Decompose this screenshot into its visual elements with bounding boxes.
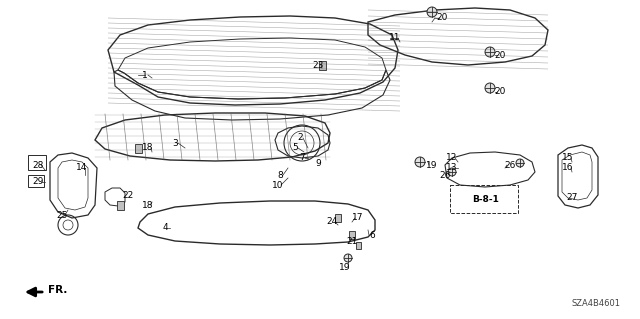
Text: 10: 10 <box>272 181 284 189</box>
Text: 17: 17 <box>352 213 364 222</box>
Bar <box>450 185 518 213</box>
Text: 12: 12 <box>446 153 458 162</box>
Bar <box>355 241 360 249</box>
Text: 7: 7 <box>299 153 305 162</box>
Text: 29: 29 <box>32 177 44 187</box>
Circle shape <box>516 159 524 167</box>
Text: 3: 3 <box>172 138 178 147</box>
Text: 1: 1 <box>142 70 148 79</box>
Text: 14: 14 <box>76 164 88 173</box>
Text: 20: 20 <box>436 13 448 23</box>
Circle shape <box>415 157 425 167</box>
Text: 26: 26 <box>504 160 516 169</box>
Text: 19: 19 <box>426 160 438 169</box>
Text: 24: 24 <box>326 218 338 226</box>
Text: 4: 4 <box>162 224 168 233</box>
Text: SZA4B4601: SZA4B4601 <box>571 299 620 308</box>
Bar <box>349 231 355 239</box>
Circle shape <box>448 168 456 176</box>
Text: 19: 19 <box>339 263 351 272</box>
Bar <box>335 214 341 222</box>
Circle shape <box>344 254 352 262</box>
Text: 9: 9 <box>315 159 321 167</box>
Text: 21: 21 <box>346 238 358 247</box>
Text: 15: 15 <box>563 153 573 162</box>
Text: 18: 18 <box>142 201 154 210</box>
Text: 20: 20 <box>494 50 506 60</box>
Text: 13: 13 <box>446 164 458 173</box>
Text: 23: 23 <box>312 61 324 70</box>
Text: 25: 25 <box>56 211 68 219</box>
Bar <box>134 144 141 152</box>
Bar <box>319 61 326 70</box>
Bar <box>28 155 46 170</box>
Text: 28: 28 <box>32 160 44 169</box>
Text: 8: 8 <box>277 170 283 180</box>
Text: 16: 16 <box>563 164 573 173</box>
Text: 27: 27 <box>566 194 578 203</box>
Text: 20: 20 <box>494 87 506 97</box>
Text: 18: 18 <box>142 144 154 152</box>
Text: 22: 22 <box>122 190 134 199</box>
Bar <box>116 201 124 210</box>
Text: B-8-1: B-8-1 <box>472 196 499 204</box>
Text: FR.: FR. <box>48 285 67 295</box>
Text: 6: 6 <box>369 231 375 240</box>
Text: 11: 11 <box>389 33 401 42</box>
Circle shape <box>485 83 495 93</box>
Text: 2: 2 <box>297 133 303 143</box>
Text: 5: 5 <box>292 144 298 152</box>
Circle shape <box>485 47 495 57</box>
Text: 26: 26 <box>439 170 451 180</box>
Bar <box>28 175 44 187</box>
Circle shape <box>427 7 437 17</box>
